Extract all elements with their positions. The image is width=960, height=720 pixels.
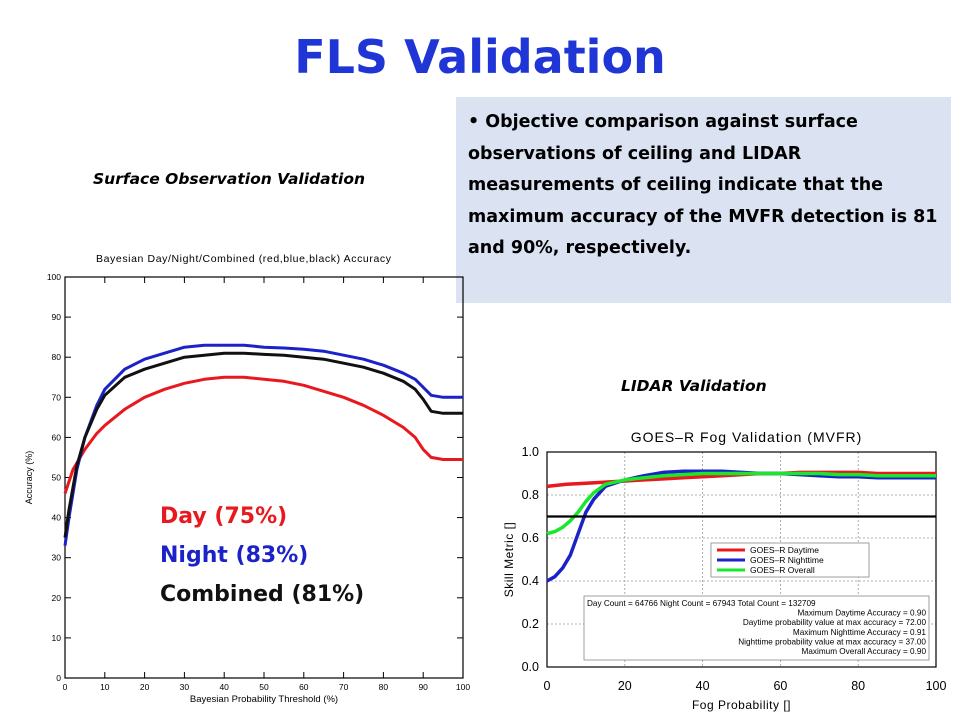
chart1-y-tick-label: 0: [56, 673, 61, 683]
chart2-x-tick-label: 40: [696, 679, 710, 693]
chart1-y-tick-label: 50: [52, 473, 62, 483]
summary-night: Night (83%): [160, 543, 309, 568]
chart2-y-tick-label: 1.0: [522, 445, 539, 459]
chart1-x-tick-label: 40: [219, 682, 229, 692]
chart2-y-tick-label: 0.4: [522, 574, 539, 588]
slide-title: FLS Validation: [294, 30, 666, 84]
chart2-x-label: Fog Probability []: [692, 698, 791, 712]
chart1-x-tick-label: 20: [140, 682, 150, 692]
chart2-x-tick-label: 60: [773, 679, 787, 693]
chart2-x-tick-label: 0: [544, 679, 551, 693]
surface-accuracy-chart: Bayesian Day/Night/Combined (red,blue,bl…: [24, 253, 470, 705]
chart2-x-tick-label: 20: [618, 679, 632, 693]
chart2-annotation-4: Nighttime probability value at max accur…: [738, 637, 926, 646]
summary-day: Day (75%): [160, 504, 288, 529]
chart1-series-line-0: [63, 375, 463, 494]
chart1-x-tick-label: 0: [63, 682, 68, 692]
summary-combined: Combined (81%): [160, 582, 365, 607]
chart2-y-tick-label: 0.6: [522, 531, 539, 545]
chart2-title: GOES–R Fog Validation (MVFR): [631, 429, 863, 445]
chart2-annotation-0: Day Count = 64766 Night Count = 67943 To…: [587, 599, 816, 608]
chart1-y-tick-label: 100: [47, 272, 61, 282]
chart1-x-tick-label: 90: [418, 682, 428, 692]
chart2-series-line-1: [546, 469, 936, 583]
chart1-x-tick-label: 100: [456, 682, 470, 692]
chart1-title: Bayesian Day/Night/Combined (red,blue,bl…: [96, 253, 392, 265]
chart2-annotation-box: [583, 595, 930, 661]
chart1-x-tick-label: 50: [259, 682, 269, 692]
info-bullet-text: Objective comparison against surface obs…: [468, 112, 938, 258]
chart1-x-tick-label: 30: [180, 682, 190, 692]
chart1-x-label: Bayesian Probability Threshold (%): [190, 694, 338, 705]
surface-caption: Surface Observation Validation: [93, 170, 365, 188]
chart1-x-tick-label: 80: [379, 682, 389, 692]
chart1-y-tick-label: 30: [52, 553, 62, 563]
lidar-caption: LIDAR Validation: [621, 377, 767, 395]
chart1-x-tick-label: 60: [299, 682, 309, 692]
chart2-annotations: Day Count = 64766 Night Count = 67943 To…: [583, 595, 930, 661]
chart1-y-tick-label: 70: [52, 392, 62, 402]
chart1-x-tick-label: 70: [339, 682, 349, 692]
chart2-annotation-2: Daytime probability value at max accurac…: [743, 618, 927, 627]
chart2-series-line-2: [546, 471, 936, 536]
chart2-y-tick-label: 0.2: [522, 617, 539, 631]
chart1-series-line-2: [63, 351, 463, 538]
chart2-x-tick-label: 100: [926, 679, 947, 693]
chart2-legend-label-1: GOES–R Nighttime: [750, 555, 824, 565]
chart1-y-tick-label: 80: [52, 352, 62, 362]
chart2-legend-label-2: GOES–R Overall: [750, 565, 815, 575]
chart1-y-tick-label: 90: [52, 312, 62, 322]
chart1-y-tick-label: 40: [52, 513, 62, 523]
chart1-y-tick-label: 10: [52, 633, 62, 643]
chart2-plot-frame: [546, 451, 937, 668]
accuracy-summary: Day (75%) Night (83%) Combined (81%): [160, 497, 364, 614]
lidar-skill-chart: GOES–R Fog Validation (MVFR) 0 20 40 60 80 100…: [502, 429, 947, 712]
chart2-x-tick-label: 80: [851, 679, 865, 693]
chart2-annotation-5: Maximum Overall Accuracy = 0.90: [802, 647, 927, 656]
chart2-y-tick-label: 0.8: [522, 488, 539, 502]
chart2-annotation-3: Maximum Nighttime Accuracy = 0.91: [793, 628, 927, 637]
info-box: • Objective comparison against surface o…: [456, 97, 951, 303]
chart2-legend-label-0: GOES–R Daytime: [750, 545, 819, 555]
chart2-annotation-1: Maximum Daytime Accuracy = 0.90: [797, 609, 926, 618]
chart1-y-tick-label: 20: [52, 593, 62, 603]
chart1-x-tick-label: 10: [100, 682, 110, 692]
chart1-y-tick-label: 60: [52, 432, 62, 442]
chart1-plot-frame: [64, 276, 464, 679]
chart2-y-label: Skill Metric []: [502, 522, 516, 598]
chart2-y-tick-label: 0.0: [522, 660, 539, 674]
info-bullet: • Objective comparison against surface o…: [468, 112, 938, 258]
chart1-series-line-1: [63, 343, 463, 546]
chart1-y-label: Accuracy (%): [24, 451, 34, 505]
